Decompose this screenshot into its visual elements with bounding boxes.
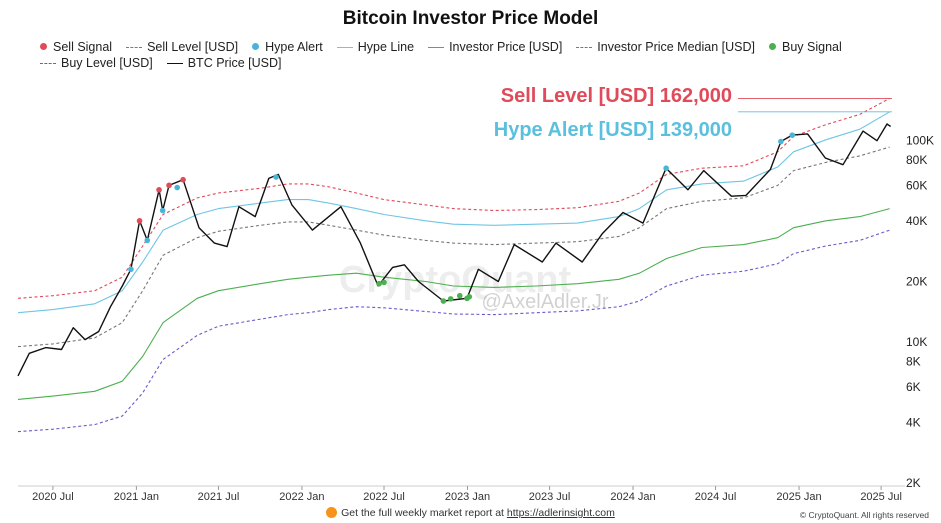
author-tag: @AxelAdler.Jr xyxy=(481,291,608,313)
y-tick-label: 60K xyxy=(906,178,927,192)
legend-swatch xyxy=(336,47,353,48)
chart-title: Bitcoin Investor Price Model xyxy=(342,8,599,29)
legend-item[interactable]: Buy Signal xyxy=(769,39,842,55)
signal-point xyxy=(447,296,454,302)
signal-point xyxy=(174,184,180,191)
series-line xyxy=(17,208,890,400)
legend-label: Investor Price Median [USD] xyxy=(597,40,755,54)
y-tick-label: 8K xyxy=(906,355,921,369)
signal-point xyxy=(381,279,387,286)
x-tick-label: 2022 Jan xyxy=(279,491,324,503)
signal-point xyxy=(180,176,186,183)
x-tick-label: 2024 Jul xyxy=(695,491,737,503)
legend-item[interactable]: Investor Price [USD] xyxy=(428,39,562,55)
legend-label: BTC Price [USD] xyxy=(187,56,282,70)
legend-item[interactable]: Hype Line xyxy=(336,39,415,55)
level-label: Sell Level [USD] 162,000 xyxy=(501,85,732,107)
signal-point xyxy=(456,292,463,299)
legend-item[interactable]: BTC Price [USD] xyxy=(166,55,282,71)
y-tick-label: 100K xyxy=(906,134,934,148)
x-tick-label: 2023 Jan xyxy=(445,491,490,503)
signal-point xyxy=(466,293,473,300)
signal-point xyxy=(128,266,134,273)
signal-point xyxy=(663,165,669,171)
legend-label: Buy Level [USD] xyxy=(61,56,153,70)
legend-swatch xyxy=(252,43,260,50)
legend-swatch xyxy=(166,63,183,64)
signal-point xyxy=(440,298,447,304)
footer: Get the full weekly market report at htt… xyxy=(0,507,941,519)
signal-point xyxy=(789,132,796,138)
legend-item[interactable]: Buy Level [USD] xyxy=(40,55,153,71)
x-tick-label: 2025 Jul xyxy=(860,491,902,503)
legend-item[interactable]: Hype Alert xyxy=(252,39,323,55)
legend-item[interactable]: Investor Price Median [USD] xyxy=(576,39,755,55)
legend-swatch xyxy=(40,63,56,64)
x-tick-label: 2024 Jan xyxy=(610,491,655,503)
chart-legend: Sell Signal Sell Level [USD] Hype Alert Hyp… xyxy=(40,39,920,71)
signal-point xyxy=(778,138,784,145)
x-tick-label: 2025 Jan xyxy=(776,491,821,503)
signal-point xyxy=(376,280,382,287)
x-tick-label: 2020 Jul xyxy=(32,491,74,503)
legend-swatch xyxy=(576,47,593,48)
footer-text: Get the full weekly market report at xyxy=(341,507,504,519)
series-line xyxy=(17,97,890,299)
y-tick-label: 2K xyxy=(906,476,921,490)
y-tick-label: 6K xyxy=(906,380,921,394)
signal-point xyxy=(144,237,151,244)
legend-label: Buy Signal xyxy=(782,40,842,54)
y-tick-label: 4K xyxy=(906,415,921,429)
legend-label: Sell Level [USD] xyxy=(147,40,239,54)
series-line xyxy=(17,123,891,377)
signal-point xyxy=(166,182,172,189)
x-tick-label: 2021 Jul xyxy=(198,491,240,503)
legend-swatch xyxy=(126,47,143,48)
copyright: © CryptoQuant. All rights reserved xyxy=(799,510,929,520)
y-tick-label: 10K xyxy=(906,335,927,349)
legend-item[interactable]: Sell Signal xyxy=(40,39,112,55)
watermark: CryptoQuant xyxy=(339,259,572,301)
y-tick-label: 20K xyxy=(906,275,927,289)
legend-swatch xyxy=(40,43,47,50)
signal-point xyxy=(156,187,162,193)
legend-label: Investor Price [USD] xyxy=(449,40,563,54)
legend-swatch xyxy=(428,47,445,48)
series-line xyxy=(17,146,890,348)
x-tick-label: 2021 Jan xyxy=(114,491,159,503)
x-tick-label: 2022 Jul xyxy=(363,491,405,503)
legend-item[interactable]: Sell Level [USD] xyxy=(126,39,238,55)
bitcoin-coin-icon xyxy=(326,507,338,518)
series-line xyxy=(17,111,890,314)
y-tick-label: 80K xyxy=(906,153,927,167)
legend-label: Hype Alert xyxy=(265,40,323,54)
level-label: Hype Alert [USD] 139,000 xyxy=(494,119,732,141)
legend-label: Hype Line xyxy=(357,40,415,54)
x-tick-label: 2023 Jul xyxy=(529,491,571,503)
signal-point xyxy=(273,174,279,180)
legend-swatch xyxy=(769,43,776,50)
footer-link[interactable]: https://adlerinsight.com xyxy=(506,507,615,519)
signal-point xyxy=(136,218,143,224)
signal-point xyxy=(159,207,166,214)
legend-label: Sell Signal xyxy=(53,40,113,54)
y-tick-label: 40K xyxy=(906,214,927,228)
